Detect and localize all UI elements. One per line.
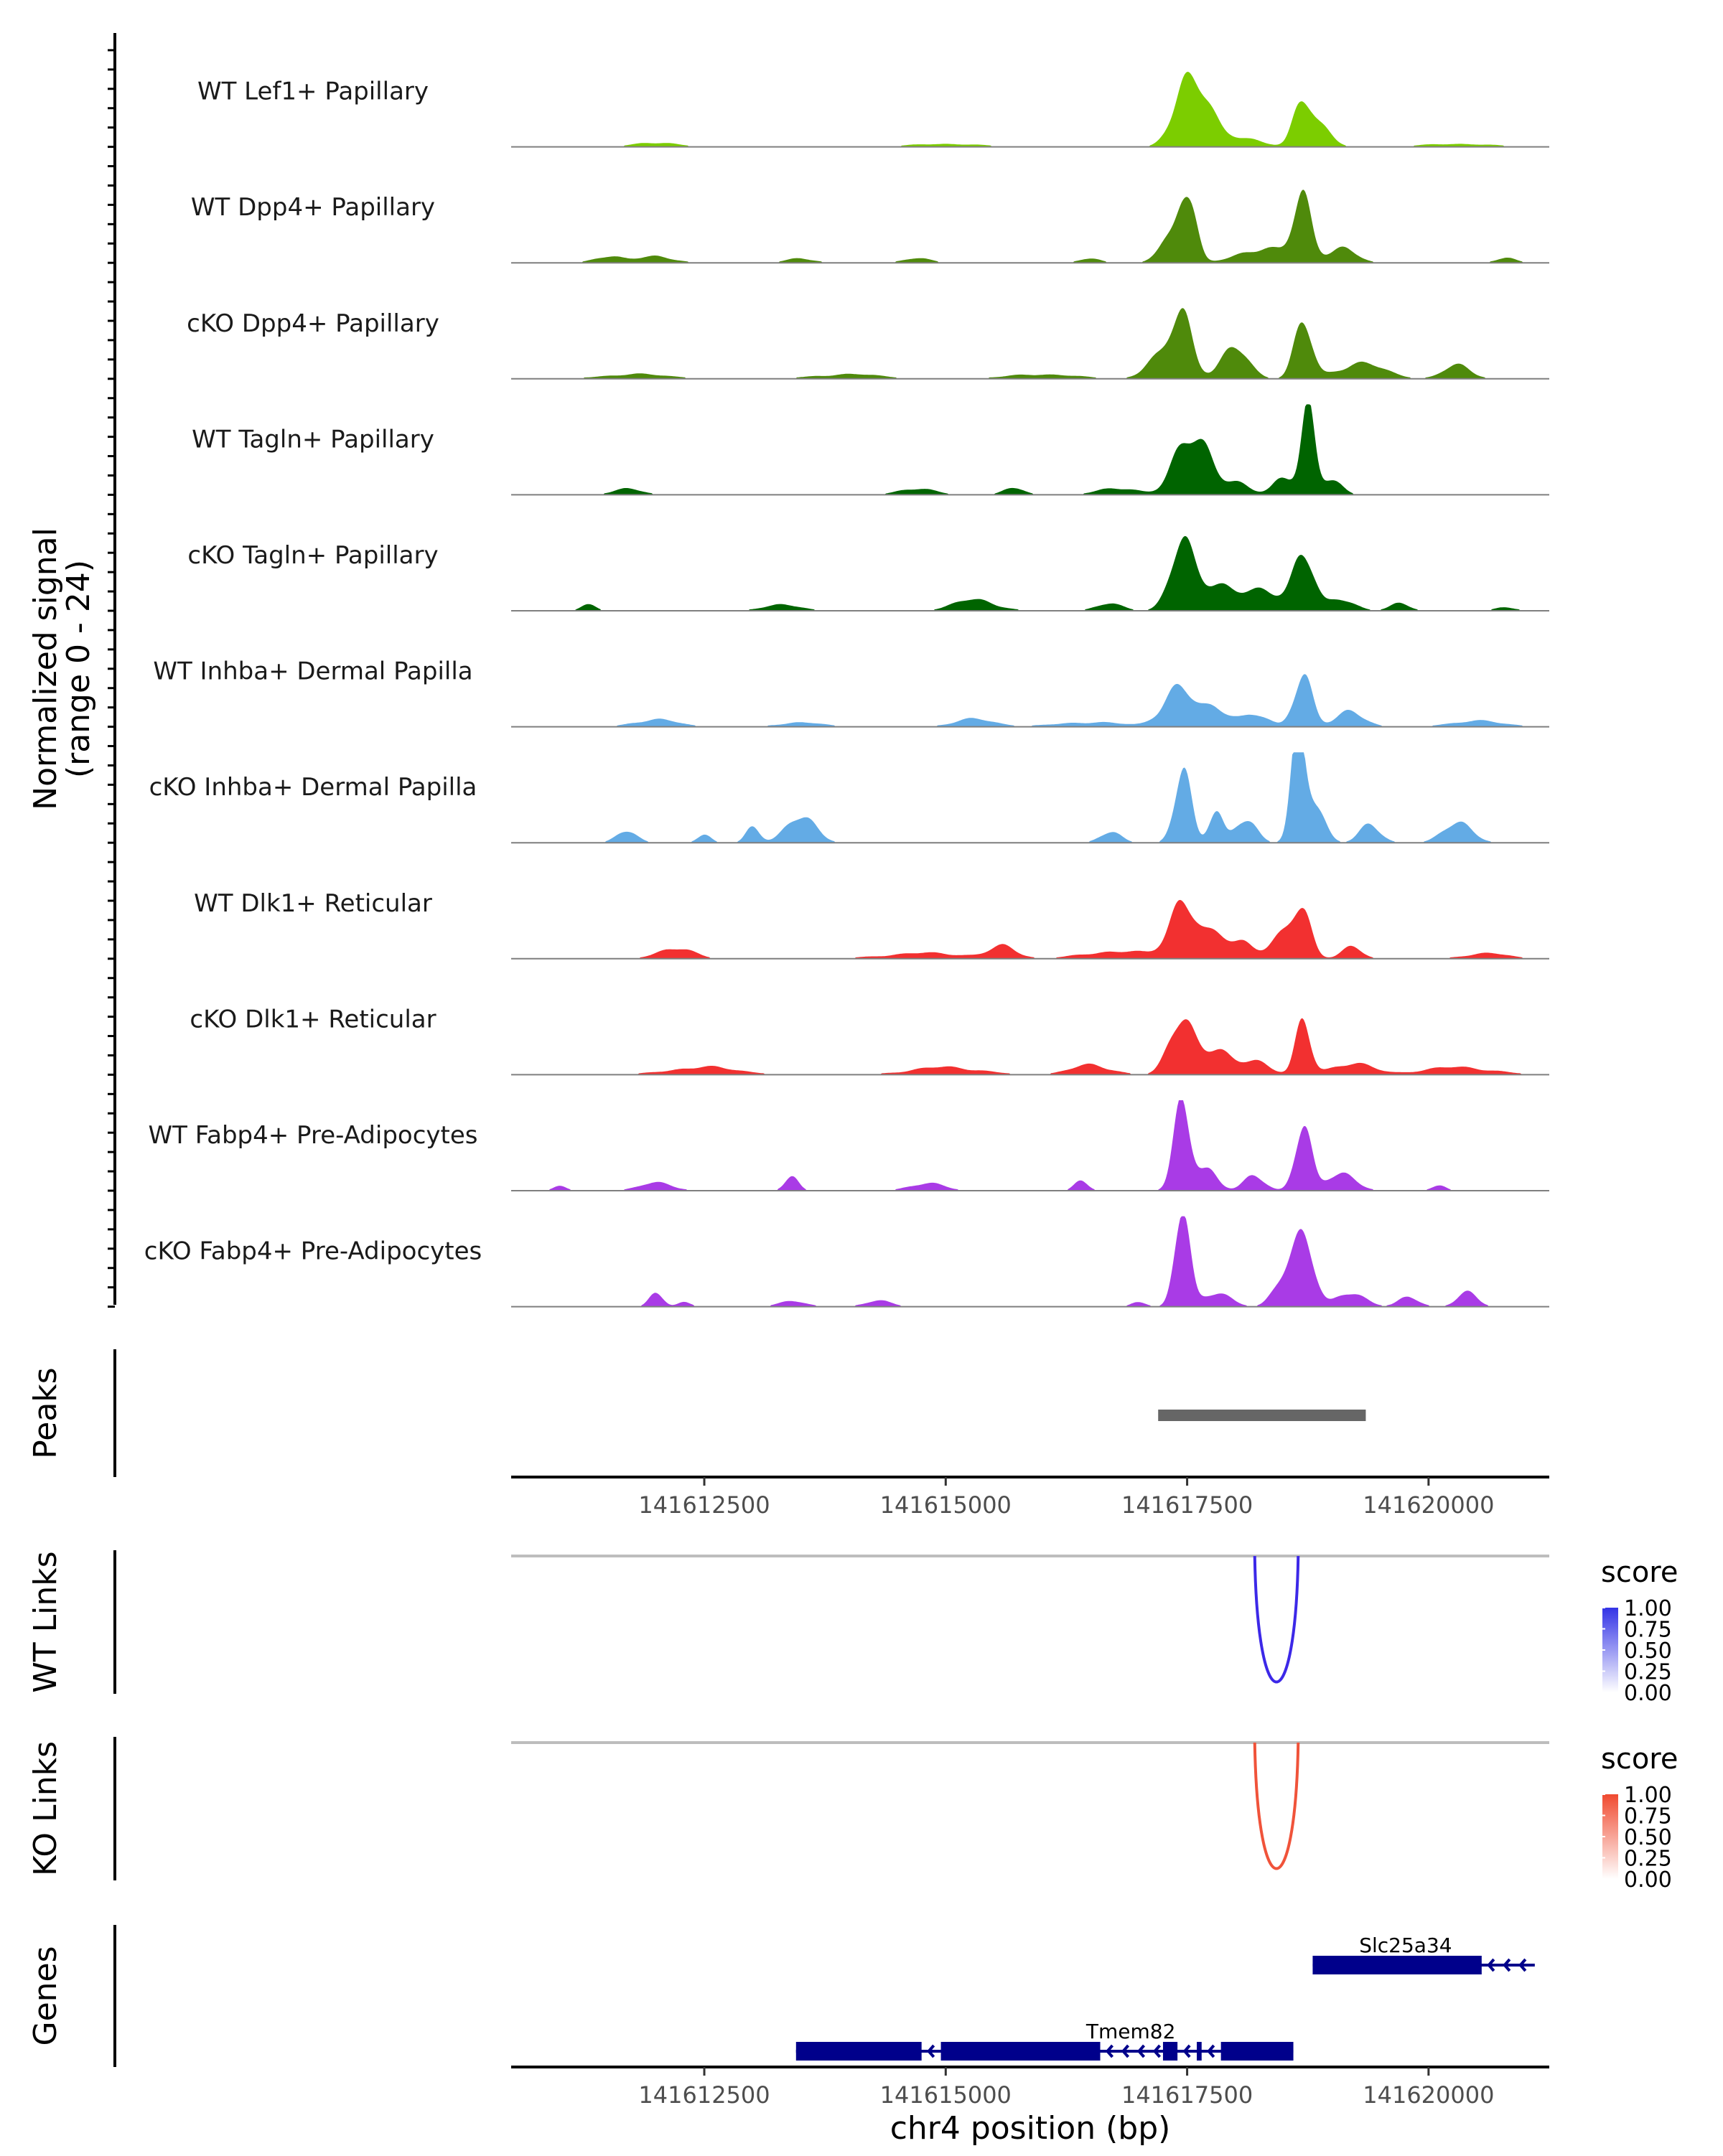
peaks-track-label: Peaks: [27, 1367, 64, 1458]
track-label: WT Lef1+ Papillary: [197, 78, 429, 106]
coverage-area: [511, 899, 1549, 959]
coverage-area: [511, 189, 1549, 263]
coverage-track: cKO Tagln+ Papillary: [187, 536, 1549, 611]
track-label: WT Dpp4+ Papillary: [191, 193, 435, 222]
coverage-track: WT Inhba+ Dermal Papilla: [153, 657, 1549, 728]
strand-chevron: [1182, 2044, 1191, 2058]
gene-exon: [1220, 2042, 1294, 2061]
track-label: cKO Fabp4+ Pre-Adipocytes: [144, 1237, 482, 1266]
legend-tick-label: 0.50: [1624, 1825, 1672, 1850]
coverage-track: cKO Dlk1+ Reticular: [190, 1005, 1549, 1076]
coverage-area: [511, 536, 1549, 611]
x-tick-label: 141617500: [1121, 1491, 1253, 1519]
track-label: WT Dlk1+ Reticular: [194, 889, 432, 918]
strand-chevron: [1487, 1958, 1495, 1972]
gene-exon: [795, 2042, 922, 2061]
coverage-area: [511, 404, 1549, 495]
coverage-track: WT Lef1+ Papillary: [197, 72, 1549, 148]
coverage-area: [511, 1216, 1549, 1307]
legend-tick-label: 0.25: [1624, 1660, 1672, 1685]
strand-chevron: [1152, 2044, 1162, 2058]
x-tick-label: 141612500: [638, 2081, 770, 2109]
x-axis-bottom: 141612500 141615000 141617500 141620000: [638, 2067, 1494, 2109]
coverage-area: [511, 752, 1549, 843]
coverage-y-range-label: (range 0 - 24): [60, 560, 97, 778]
track-label: cKO Dpp4+ Papillary: [187, 309, 439, 338]
coverage-area: [511, 1100, 1549, 1191]
coverage-track: cKO Dpp4+ Papillary: [187, 308, 1549, 380]
track-label: cKO Tagln+ Papillary: [187, 541, 438, 570]
coverage-area: [511, 308, 1549, 379]
legend-tick-label: 0.50: [1624, 1639, 1672, 1664]
gene-model: Tmem82: [795, 2020, 1294, 2061]
x-axis-top: 141612500 141615000 141617500 141620000: [638, 1477, 1494, 1519]
legend-tick-label: 0.00: [1624, 1681, 1672, 1706]
legend-tick-label: 1.00: [1624, 1783, 1672, 1808]
x-tick-label: 141620000: [1363, 2081, 1494, 2109]
legend-tick-label: 0.75: [1624, 1804, 1672, 1829]
coverage-track: WT Dlk1+ Reticular: [194, 889, 1549, 960]
gene-model: Slc25a34: [1312, 1934, 1535, 1974]
wt-links-legend: score 1.000.750.500.250.00: [1601, 1556, 1678, 1706]
ko-link-arc: [1253, 1742, 1300, 1870]
x-tick-label: 141615000: [880, 2081, 1012, 2109]
gene-exon: [940, 2042, 1101, 2061]
coverage-track: WT Tagln+ Papillary: [192, 404, 1549, 496]
coverage-y-label: Normalized signal: [27, 528, 64, 810]
strand-chevron: [1121, 2044, 1130, 2058]
x-axis-label: chr4 position (bp): [890, 2110, 1171, 2147]
x-tick-label: 141620000: [1363, 1491, 1494, 1519]
genes-track-label: Genes: [27, 1946, 64, 2045]
x-tick-label: 141617500: [1121, 2081, 1253, 2109]
coverage-track: cKO Inhba+ Dermal Papilla: [149, 752, 1549, 844]
ko-links-legend: score 1.000.750.500.250.00: [1601, 1743, 1678, 1893]
gene-exon: [1197, 2042, 1202, 2061]
coverage-y-ticks: [108, 49, 115, 1308]
gene-models: Slc25a34 Tmem82: [795, 1934, 1535, 2061]
legend-title: score: [1601, 1556, 1678, 1589]
strand-chevron: [1105, 2044, 1114, 2058]
track-label: WT Fabp4+ Pre-Adipocytes: [149, 1121, 478, 1150]
strand-chevron: [1136, 2044, 1146, 2058]
x-tick-label: 141612500: [638, 1491, 770, 1519]
gene-exon: [1312, 1956, 1482, 1974]
legend-tick-label: 1.00: [1624, 1596, 1672, 1621]
gene-name-label: Slc25a34: [1359, 1934, 1452, 1957]
wt-links-label: WT Links: [27, 1551, 64, 1692]
gene-name-label: Tmem82: [1085, 2020, 1176, 2043]
track-label: cKO Dlk1+ Reticular: [190, 1005, 436, 1034]
legend-tick-label: 0.00: [1624, 1867, 1672, 1893]
coverage-tracks: WT Lef1+ Papillary WT Dpp4+ Papillary cKO …: [144, 72, 1549, 1308]
legend-tick-label: 0.25: [1624, 1847, 1672, 1872]
peak-range-bar: [1158, 1410, 1366, 1421]
coverage-area: [511, 674, 1549, 727]
strand-chevron: [1207, 2044, 1215, 2058]
legend-title: score: [1601, 1743, 1678, 1776]
track-label: WT Inhba+ Dermal Papilla: [153, 657, 472, 686]
coverage-track: cKO Fabp4+ Pre-Adipocytes: [144, 1216, 1549, 1308]
coverage-track: WT Dpp4+ Papillary: [191, 189, 1549, 264]
x-tick-label: 141615000: [880, 1491, 1012, 1519]
legend-colorbar: [1602, 1794, 1618, 1879]
coverage-area: [511, 1018, 1549, 1075]
wt-link-arc: [1253, 1555, 1300, 1684]
track-label: cKO Inhba+ Dermal Papilla: [149, 773, 477, 802]
strand-chevron: [1503, 1958, 1511, 1972]
strand-chevron: [1518, 1958, 1527, 1972]
legend-tick-label: 0.75: [1624, 1618, 1672, 1643]
coverage-track: WT Fabp4+ Pre-Adipocytes: [149, 1100, 1549, 1191]
gene-exon: [1162, 2042, 1178, 2061]
ko-links-label: KO Links: [27, 1741, 64, 1876]
strand-chevron: [927, 2044, 935, 2058]
legend-colorbar: [1602, 1608, 1618, 1692]
track-label: WT Tagln+ Papillary: [192, 425, 434, 454]
peak-ranges: [1158, 1410, 1366, 1421]
coverage-area: [511, 72, 1549, 147]
